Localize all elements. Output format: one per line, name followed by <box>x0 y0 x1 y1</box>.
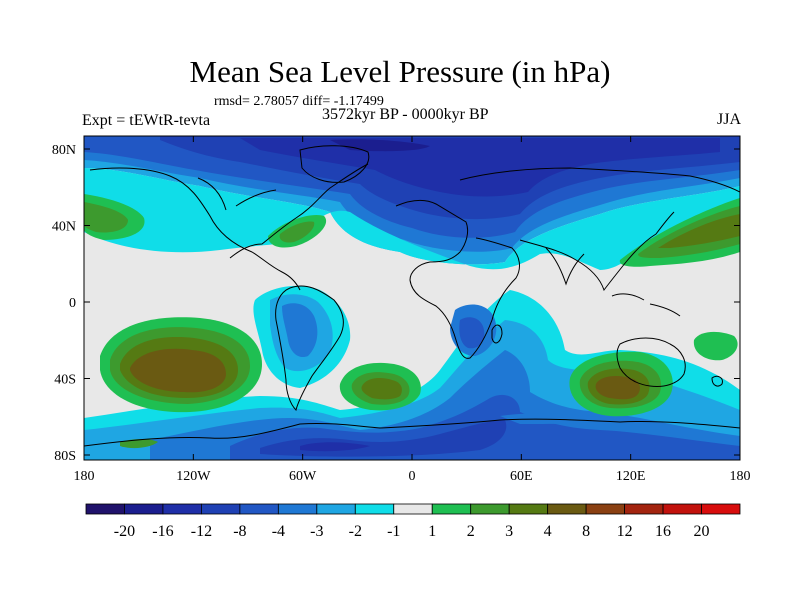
colorbar-swatch <box>239 503 279 515</box>
lat-tick-label: 40S <box>54 373 76 388</box>
colorbar-label: 3 <box>505 523 513 540</box>
lat-tick-label: 0 <box>69 296 76 311</box>
colorbar-label: 20 <box>694 523 710 540</box>
colorbar-swatch <box>201 503 241 515</box>
colorbar-legend: -20 -16 -12 -8 -4 -3 -2 -1 1 2 3 4 8 12 16 20 <box>85 503 741 540</box>
lon-tick-label: 0 <box>409 469 416 484</box>
colorbar-swatch <box>85 503 125 515</box>
lon-tick-label: 120E <box>616 469 646 484</box>
positive-anomaly-fields <box>84 194 740 449</box>
colorbar-label: 12 <box>617 523 633 540</box>
colorbar-label: 1 <box>428 523 436 540</box>
colorbar-label: -2 <box>349 523 362 540</box>
stats-text: rmsd= 2.78057 diff= -1.17499 <box>214 94 384 109</box>
map-title: Mean Sea Level Pressure (in hPa) <box>189 54 611 89</box>
colorbar-label: 4 <box>544 523 552 540</box>
period-label: 3572kyr BP - 0000kyr BP <box>322 106 489 123</box>
colorbar-swatch <box>354 503 395 515</box>
lon-tick-label: 60W <box>289 469 317 484</box>
season-label: JJA <box>716 111 741 128</box>
colorbar-swatch <box>393 503 433 515</box>
lat-tick-label: 80N <box>52 143 76 158</box>
colorbar-swatch <box>431 503 472 515</box>
colorbar-swatch <box>162 503 202 515</box>
lon-tick-label: 120W <box>176 469 211 484</box>
colorbar-label: -20 <box>114 523 135 540</box>
longitude-axis: 180 120W 60W 0 60E 120E 180 <box>74 136 751 484</box>
colorbar-label: -12 <box>191 523 212 540</box>
lat-tick-label: 80S <box>54 449 76 464</box>
colorbar-label: -1 <box>387 523 400 540</box>
colorbar-swatch <box>701 503 741 515</box>
map-plot-area <box>84 136 740 460</box>
colorbar-swatch <box>316 503 356 515</box>
colorbar-label: -8 <box>233 523 246 540</box>
colorbar-swatch <box>124 503 164 515</box>
coastlines <box>84 145 740 447</box>
colorbar-swatch <box>470 503 510 515</box>
colorbar-label: 2 <box>467 523 475 540</box>
colorbar-swatch <box>624 503 664 515</box>
colorbar-swatch <box>508 503 549 515</box>
colorbar-label: 16 <box>655 523 671 540</box>
lon-tick-label: 180 <box>730 469 751 484</box>
lon-tick-label: 180 <box>74 469 95 484</box>
colorbar-swatch <box>277 503 318 515</box>
colorbar-swatch <box>585 503 625 515</box>
colorbar-label: -16 <box>152 523 173 540</box>
lat-tick-label: 40N <box>52 220 76 235</box>
colorbar-swatch <box>547 503 587 515</box>
colorbar-label: -4 <box>272 523 285 540</box>
lon-tick-label: 60E <box>510 469 533 484</box>
experiment-label: Expt = tEWtR-tevta <box>82 112 211 129</box>
colorbar-label: -3 <box>310 523 323 540</box>
latitude-axis: 80N 40N 0 40S 80S <box>52 143 740 464</box>
colorbar-label: 8 <box>582 523 590 540</box>
colorbar-swatch <box>662 503 702 515</box>
